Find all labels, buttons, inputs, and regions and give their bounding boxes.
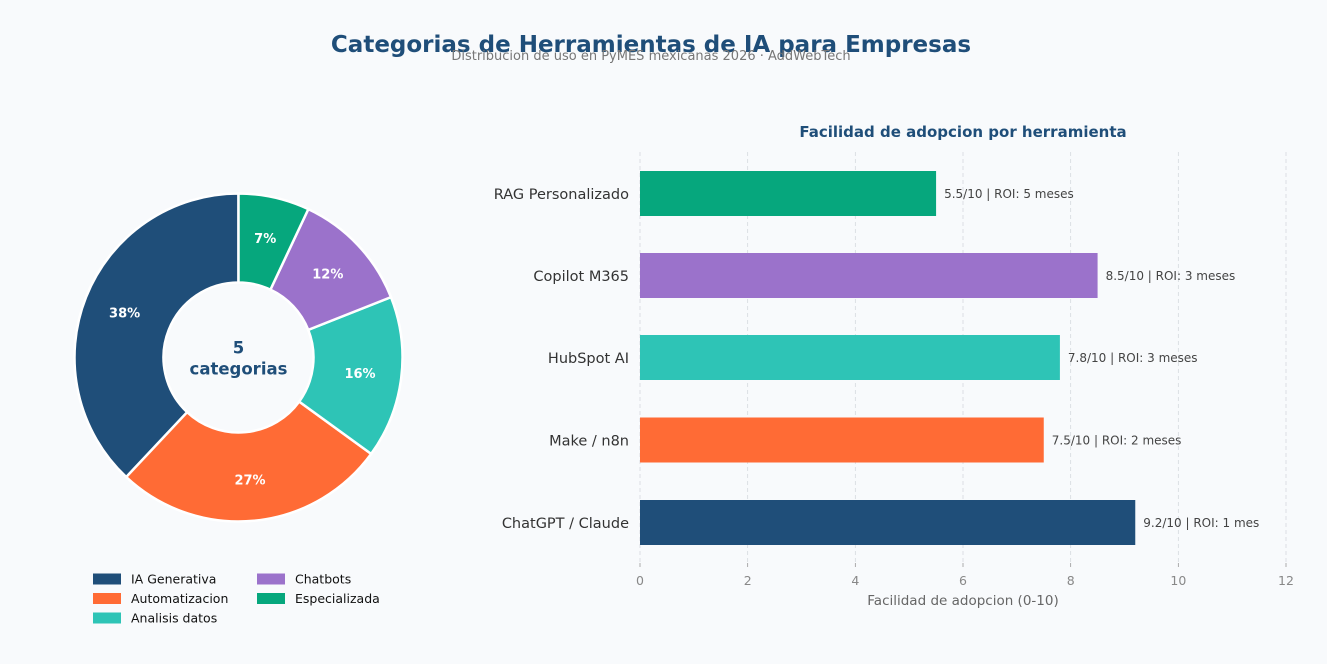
legend-label: Analisis datos <box>131 611 217 626</box>
x-tick-label: 0 <box>636 573 644 588</box>
bar-data-label: 9.2/10 | ROI: 1 mes <box>1143 516 1259 530</box>
x-tick-label: 6 <box>959 573 967 588</box>
bar-hubspot-ai <box>640 335 1060 380</box>
donut-center-count: 5 <box>233 339 244 358</box>
legend-swatch <box>93 612 121 624</box>
bar-copilot-m365 <box>640 253 1098 298</box>
donut-slice-label: 12% <box>312 268 343 283</box>
donut-slice-label: 27% <box>234 473 265 488</box>
legend-swatch <box>257 593 285 604</box>
donut-legend: IA Generativa Automatizacion Analisis dato… <box>93 572 380 626</box>
donut-center-label: categorias <box>190 360 288 379</box>
y-category-label: HubSpot AI <box>548 351 629 367</box>
donut-slice-especializada <box>237 192 310 292</box>
bar-data-label: 5.5/10 | ROI: 5 meses <box>944 187 1074 201</box>
legend-swatch <box>93 593 121 604</box>
y-category-label: Make / n8n <box>549 434 629 450</box>
x-tick-label: 8 <box>1067 573 1075 588</box>
donut-slice-automatizacion <box>124 399 373 523</box>
donut-chart: 38% 27% 16% 12% 7% 5 categorias <box>73 192 404 523</box>
y-category-label: Copilot M365 <box>533 269 629 285</box>
legend-swatch <box>257 573 285 585</box>
legend-label: Especializada <box>295 591 380 606</box>
bar-data-label: 8.5/10 | ROI: 3 meses <box>1106 269 1236 283</box>
legend-label: Automatizacion <box>131 591 228 606</box>
bar-make-n8n <box>640 417 1044 463</box>
donut-slice-analisis-datos <box>297 295 404 456</box>
legend-swatch <box>93 573 121 585</box>
bar-chatgpt-claude <box>640 500 1136 545</box>
chart-subtitle: Distribucion de uso en PyMES mexicanas 2… <box>451 49 850 64</box>
y-category-label: RAG Personalizado <box>494 187 629 203</box>
bar-rag-personalizado <box>640 171 937 216</box>
donut-slice-label: 7% <box>254 232 276 247</box>
bar-data-label: 7.8/10 | ROI: 3 meses <box>1068 351 1198 365</box>
x-tick-label: 10 <box>1170 573 1186 588</box>
legend-label: IA Generativa <box>131 572 216 587</box>
x-tick-label: 12 <box>1278 573 1294 588</box>
x-tick-label: 4 <box>851 573 859 588</box>
bar-data-label: 7.5/10 | ROI: 2 meses <box>1052 434 1182 448</box>
bar-chart-title: Facilidad de adopcion por herramienta <box>799 123 1126 141</box>
donut-slice-label: 38% <box>109 306 140 321</box>
donut-slice-label: 16% <box>344 367 375 382</box>
y-category-label: ChatGPT / Claude <box>502 516 629 532</box>
legend-label: Chatbots <box>295 572 351 587</box>
bar-chart: Facilidad de adopcion por herramienta 0 2 4… <box>494 123 1294 609</box>
x-tick-label: 2 <box>744 573 752 588</box>
chart-title: Categorias de Herramientas de IA para Em… <box>331 32 971 58</box>
donut-slice-ia-generativa <box>73 192 240 479</box>
x-axis-label: Facilidad de adopcion (0-10) <box>867 593 1058 609</box>
